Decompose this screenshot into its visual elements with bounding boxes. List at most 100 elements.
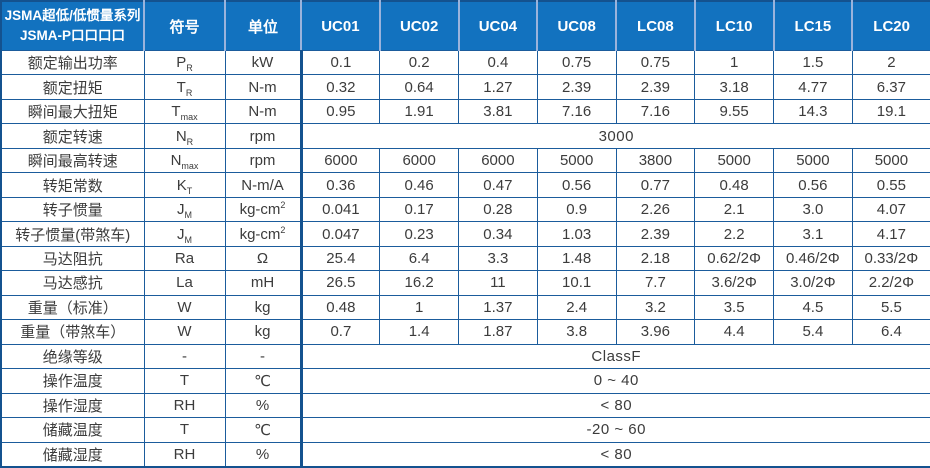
value-cell-lc15: 1.5 xyxy=(773,49,853,76)
value-cell-uc08: 1.48 xyxy=(536,245,617,272)
row-label: 额定输出功率 xyxy=(0,49,145,76)
model-header-uc08: UC08 xyxy=(536,1,616,51)
value-cell-lc10: 3.6/2Φ xyxy=(694,270,774,296)
value-cell-lc20: 0.33/2Φ xyxy=(851,245,930,272)
merged-value-cell: ClassF xyxy=(300,343,930,370)
value-cell-uc01: 0.1 xyxy=(300,49,381,76)
symbol-cell: TR xyxy=(143,74,226,100)
row-label: 瞬间最大扭矩 xyxy=(0,98,145,125)
value-cell-lc15: 5.4 xyxy=(773,319,853,345)
spec-row: 储藏温度 T ℃ -20 ~ 60 xyxy=(0,417,930,443)
value-cell-lc15: 4.77 xyxy=(773,74,853,100)
value-cell-uc02: 0.2 xyxy=(379,49,459,76)
value-cell-uc08: 10.1 xyxy=(536,270,617,296)
unit-cell: - xyxy=(224,343,303,370)
symbol-cell: Nmax xyxy=(143,147,226,174)
value-cell-uc01: 0.48 xyxy=(300,294,381,321)
merged-value-cell: -20 ~ 60 xyxy=(300,417,930,443)
symbol-cell: T xyxy=(143,417,226,443)
row-label: 重量（带煞车） xyxy=(0,319,145,345)
unit-column-header: 单位 xyxy=(224,1,301,51)
value-cell-uc01: 0.32 xyxy=(300,74,381,100)
header-row: JSMA超低/低惯量系列 JSMA-P口口口口 符号 单位 UC01 UC02 UC… xyxy=(1,1,930,51)
value-cell-lc10: 0.48 xyxy=(694,172,774,198)
model-header-uc02: UC02 xyxy=(378,1,459,51)
value-cell-uc04: 0.4 xyxy=(458,49,538,76)
value-cell-uc01: 0.95 xyxy=(300,98,381,125)
value-cell-lc10: 2.2 xyxy=(694,221,774,247)
unit-cell: kW xyxy=(224,49,303,76)
row-label: 瞬间最高转速 xyxy=(0,147,145,174)
value-cell-lc20: 2.2/2Φ xyxy=(851,270,930,296)
spec-row: 额定转速 NR rpm 3000 xyxy=(0,123,930,149)
spec-row: 转子惯量 JM kg-cm2 0.041 0.17 0.28 0.9 2.26 2.1 3.0 4.… xyxy=(0,196,930,223)
value-cell-uc04: 6000 xyxy=(458,147,538,174)
value-cell-uc02: 6000 xyxy=(379,147,459,174)
value-cell-lc20: 0.55 xyxy=(851,172,930,198)
merged-value-cell: 3000 xyxy=(300,123,930,149)
symbol-cell: JM xyxy=(143,221,226,247)
value-cell-lc10: 4.4 xyxy=(694,319,774,345)
row-label: 马达感抗 xyxy=(0,270,145,296)
unit-cell: N-m xyxy=(224,74,303,100)
value-cell-lc20: 5000 xyxy=(851,147,930,174)
series-title-line1: JSMA超低/低惯量系列 xyxy=(4,8,141,24)
spec-row: 操作湿度 RH% < 80 xyxy=(0,392,930,419)
value-cell-lc15: 4.5 xyxy=(773,294,853,321)
value-cell-lc08: 3.2 xyxy=(615,294,696,321)
value-cell-lc08: 2.39 xyxy=(615,221,696,247)
value-cell-lc08: 2.26 xyxy=(615,196,696,223)
value-cell-lc10: 3.18 xyxy=(694,74,774,100)
value-cell-uc02: 16.2 xyxy=(379,270,459,296)
unit-cell: % xyxy=(224,392,303,419)
value-cell-uc04: 3.81 xyxy=(458,98,538,125)
value-cell-lc08: 7.7 xyxy=(615,270,696,296)
spec-row: 储藏湿度 RH% < 80 xyxy=(0,441,930,468)
value-cell-lc20: 4.17 xyxy=(851,221,930,247)
value-cell-lc20: 19.1 xyxy=(851,98,930,125)
symbol-cell: T xyxy=(143,368,226,394)
symbol-cell: W xyxy=(143,319,226,345)
value-cell-lc08: 2.18 xyxy=(615,245,696,272)
symbol-cell: KT xyxy=(143,172,226,198)
value-cell-lc08: 2.39 xyxy=(615,74,696,100)
spec-row: 瞬间最高转速 Nmax rpm 6000 6000 6000 5000 3800 5000 500… xyxy=(0,147,930,174)
unit-cell: kg-cm2 xyxy=(224,196,303,223)
symbol-cell: - xyxy=(143,343,226,370)
row-label: 储藏湿度 xyxy=(0,441,145,468)
row-label: 储藏温度 xyxy=(0,417,145,443)
series-title: JSMA超低/低惯量系列 JSMA-P口口口口 xyxy=(1,1,144,51)
value-cell-uc02: 0.64 xyxy=(379,74,459,100)
value-cell-uc04: 0.47 xyxy=(458,172,538,198)
spec-row: 额定输出功率 PR kW 0.1 0.2 0.4 0.75 0.75 1 1.5 2 xyxy=(0,49,930,76)
row-label: 转子惯量(带煞车) xyxy=(0,221,145,247)
merged-value-cell: < 80 xyxy=(300,392,930,419)
model-header-lc10: LC10 xyxy=(693,1,774,51)
spec-table-body: 额定输出功率 PR kW 0.1 0.2 0.4 0.75 0.75 1 1.5 2 额定扭矩 TR N-… xyxy=(0,49,930,468)
value-cell-lc15: 5000 xyxy=(773,147,853,174)
value-cell-lc10: 9.55 xyxy=(694,98,774,125)
symbol-cell: RH xyxy=(143,441,226,468)
value-cell-uc01: 0.36 xyxy=(300,172,381,198)
spec-row: 马达阻抗 Ra Ω 25.4 6.4 3.3 1.48 2.18 0.62/2Φ 0.46/2Φ 0… xyxy=(0,245,930,272)
value-cell-uc01: 26.5 xyxy=(300,270,381,296)
spec-row: 马达感抗 La mH 26.5 16.2 11 10.1 7.7 3.6/2Φ 3.0/2Φ 2.2… xyxy=(0,270,930,296)
unit-cell: ℃ xyxy=(224,368,303,394)
value-cell-uc04: 11 xyxy=(458,270,538,296)
row-label: 转矩常数 xyxy=(0,172,145,198)
value-cell-uc08: 7.16 xyxy=(536,98,617,125)
value-cell-lc08: 7.16 xyxy=(615,98,696,125)
value-cell-uc02: 1.4 xyxy=(379,319,459,345)
row-label: 绝缘等级 xyxy=(0,343,145,370)
symbol-cell: NR xyxy=(143,123,226,149)
value-cell-uc02: 0.46 xyxy=(379,172,459,198)
unit-cell: kg xyxy=(224,319,303,345)
value-cell-lc15: 0.46/2Φ xyxy=(773,245,853,272)
value-cell-lc20: 5.5 xyxy=(851,294,930,321)
model-header-uc04: UC04 xyxy=(457,1,538,51)
model-header-uc01: UC01 xyxy=(300,1,380,51)
symbol-column-header: 符号 xyxy=(143,1,225,51)
row-label: 额定扭矩 xyxy=(0,74,145,100)
value-cell-lc08: 0.75 xyxy=(615,49,696,76)
value-cell-uc08: 1.03 xyxy=(536,221,617,247)
